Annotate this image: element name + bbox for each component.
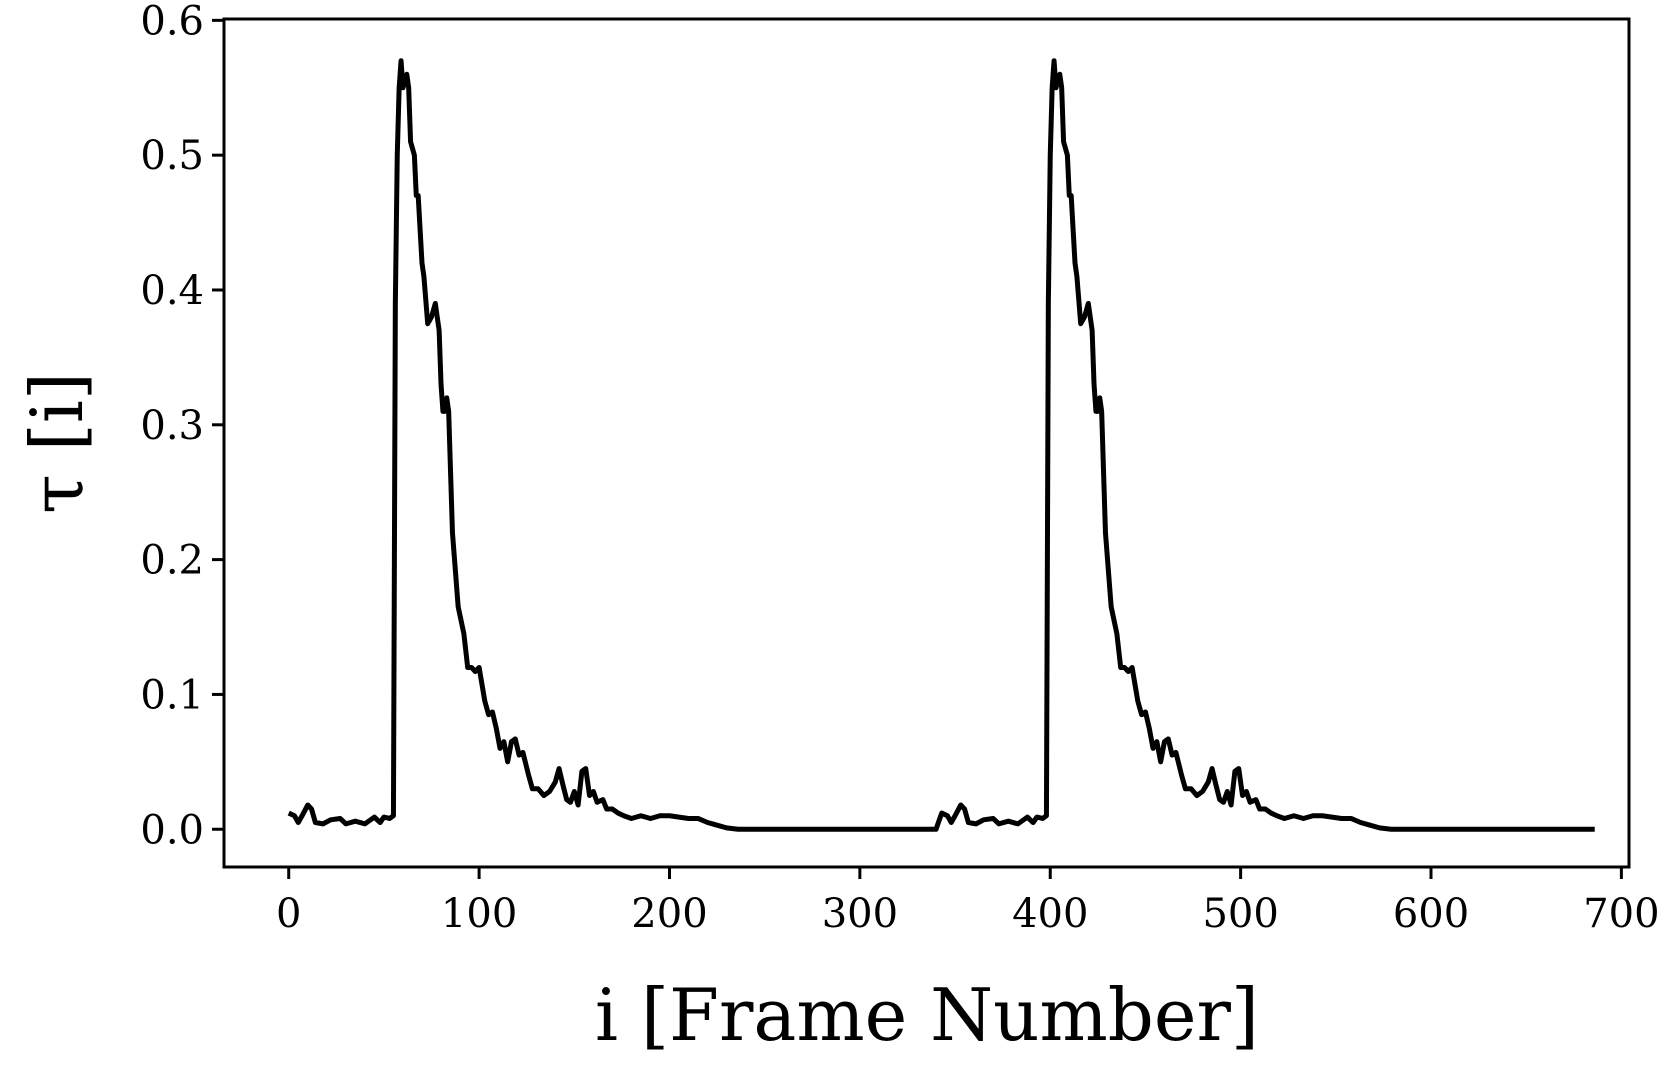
x-tick-label: 100 (441, 891, 517, 937)
y-tick-label: 0.0 (140, 807, 204, 853)
x-tick-label: 0 (276, 891, 301, 937)
x-tick-label: 500 (1202, 891, 1278, 937)
data-line (287, 58, 1595, 832)
x-tick-label: 200 (631, 891, 707, 937)
x-axis-label: i [Frame Number] (595, 973, 1259, 1057)
axes-frame (222, 17, 1631, 869)
y-tick-label: 0.5 (140, 133, 204, 179)
y-axis-label: τ [i] (15, 372, 99, 514)
y-tick-label: 0.2 (140, 538, 204, 584)
x-tick-label: 700 (1583, 891, 1659, 937)
y-tick-label: 0.3 (140, 403, 204, 449)
y-tick-label: 0.4 (140, 268, 204, 314)
x-tick-label: 300 (822, 891, 898, 937)
x-tick-label: 400 (1012, 891, 1088, 937)
y-tick-label: 0.6 (140, 0, 204, 44)
y-tick-label: 0.1 (140, 672, 204, 718)
x-tick-label: 600 (1393, 891, 1469, 937)
